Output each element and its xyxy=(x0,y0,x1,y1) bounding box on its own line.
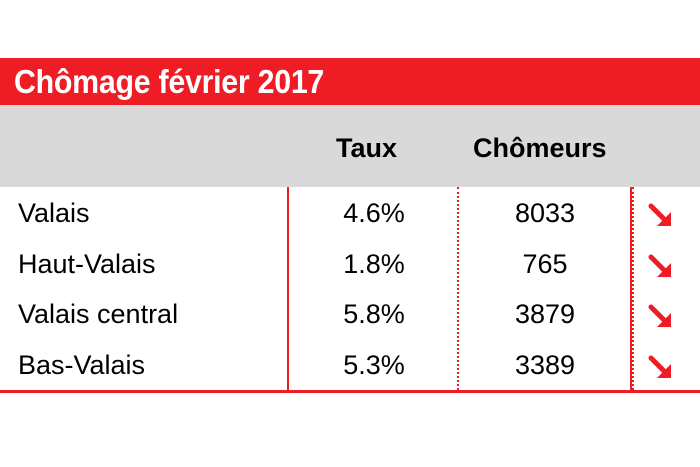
region-name: Bas-Valais xyxy=(18,350,146,380)
unemployment-rate: 1.8% xyxy=(343,249,405,279)
unemployment-rate: 4.6% xyxy=(343,198,405,228)
unemployed-count: 765 xyxy=(522,249,568,279)
column-divider xyxy=(630,187,632,390)
unemployed-count: 3389 xyxy=(514,350,576,380)
region-name: Valais central xyxy=(18,299,179,329)
table-bottom-border xyxy=(0,390,700,393)
unemployment-rate: 5.3% xyxy=(343,350,405,380)
table-title: Chômage février 2017 xyxy=(14,63,325,100)
unemployment-rate: 5.8% xyxy=(343,299,405,329)
column-divider xyxy=(457,187,459,390)
down-right-arrow-icon xyxy=(648,254,671,277)
down-right-arrow-icon xyxy=(648,355,671,378)
region-name: Haut-Valais xyxy=(18,249,156,279)
column-header-band xyxy=(0,105,700,187)
title-bar: Chômage février 2017 xyxy=(0,58,700,105)
table-row: Valais 4.6% 8033 xyxy=(0,188,700,238)
table-row: Bas-Valais 5.3% 3389 xyxy=(0,340,700,390)
down-right-arrow-icon xyxy=(648,203,671,226)
column-header-count: Chômeurs xyxy=(473,133,607,163)
down-right-arrow-icon xyxy=(648,304,671,327)
table-row: Valais central 5.8% 3879 xyxy=(0,289,700,339)
region-name: Valais xyxy=(18,198,90,228)
column-divider xyxy=(287,187,289,390)
unemployed-count: 3879 xyxy=(514,299,576,329)
table-row: Haut-Valais 1.8% 765 xyxy=(0,239,700,289)
unemployed-count: 8033 xyxy=(514,198,576,228)
column-header-rate: Taux xyxy=(336,133,398,163)
column-divider xyxy=(632,187,634,390)
